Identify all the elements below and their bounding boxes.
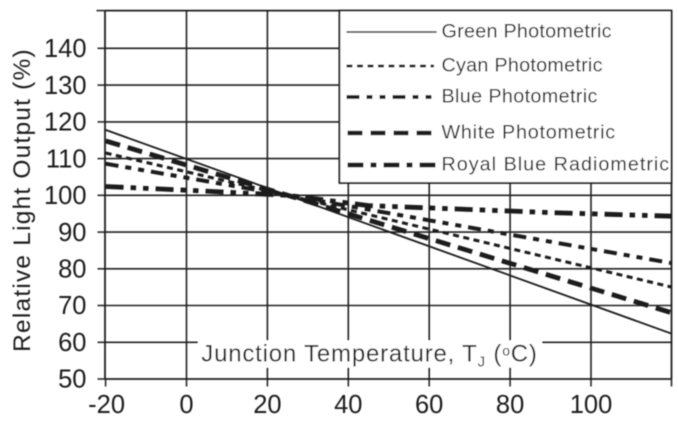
svg-text:140: 140 <box>44 35 87 63</box>
svg-text:50: 50 <box>58 366 86 394</box>
svg-text:Blue Photometric: Blue Photometric <box>442 86 598 108</box>
svg-text:80: 80 <box>58 256 86 284</box>
svg-text:100: 100 <box>44 182 87 210</box>
svg-text:40: 40 <box>334 391 362 419</box>
svg-text:120: 120 <box>44 109 87 137</box>
svg-text:Relative Light Output (%): Relative Light Output (%) <box>9 48 36 352</box>
svg-text:20: 20 <box>253 391 281 419</box>
svg-text:70: 70 <box>58 292 86 320</box>
svg-text:Junction Temperature, TJ (oC): Junction Temperature, TJ (oC) <box>201 341 537 371</box>
svg-text:130: 130 <box>44 72 87 100</box>
svg-text:60: 60 <box>415 391 443 419</box>
svg-text:Green Photometric: Green Photometric <box>442 21 612 43</box>
svg-text:Royal Blue Radiometric: Royal Blue Radiometric <box>442 154 671 176</box>
svg-text:Cyan Photometric: Cyan Photometric <box>442 55 603 77</box>
svg-text:80: 80 <box>496 391 524 419</box>
svg-text:110: 110 <box>46 145 87 173</box>
svg-text:60: 60 <box>58 329 86 357</box>
svg-text:90: 90 <box>58 219 86 247</box>
svg-text:0: 0 <box>179 391 193 419</box>
svg-text:100: 100 <box>570 391 613 419</box>
svg-text:White Photometric: White Photometric <box>442 122 616 144</box>
svg-text:-20: -20 <box>88 391 125 419</box>
